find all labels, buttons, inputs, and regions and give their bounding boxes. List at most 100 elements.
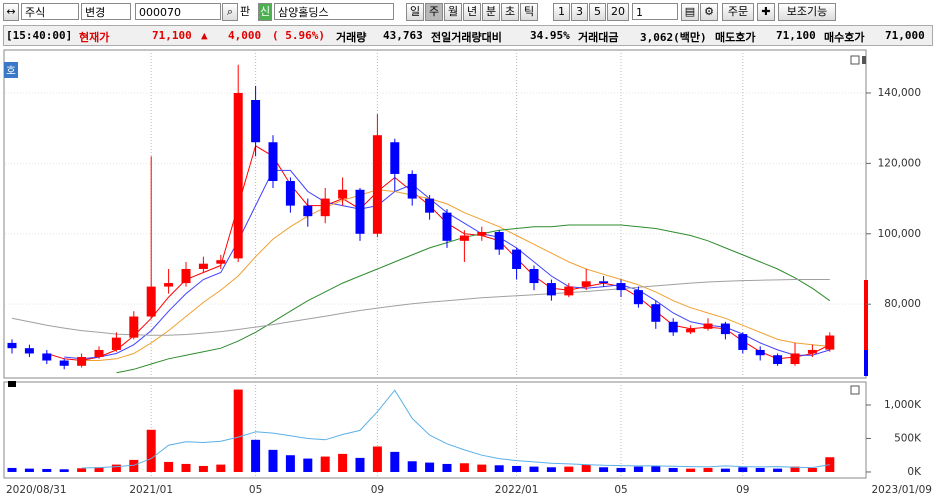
y-tick-label: 0K (907, 466, 922, 478)
volume-bar (720, 468, 730, 472)
y-tick-label: 120,000 (878, 157, 921, 169)
info-text: [15:40:00] (6, 29, 73, 42)
info-text: 71,000 (885, 29, 925, 42)
x-tick-label: 2020/08/31 (6, 484, 67, 496)
interval-button[interactable]: 1 (553, 3, 570, 21)
volume-bar (59, 469, 69, 472)
volume-bar (7, 467, 17, 472)
y-tick-label: 140,000 (878, 87, 921, 99)
volume-bar (529, 466, 539, 472)
ma-line (11, 279, 830, 336)
candle-body (338, 189, 348, 199)
info-text: 71,100 (776, 29, 816, 42)
save-button[interactable]: ▤ (681, 3, 699, 21)
candle-body (686, 328, 696, 333)
ma-line (81, 189, 830, 361)
period-button[interactable]: 초 (501, 3, 519, 21)
candle-body (129, 316, 139, 338)
panel-icon[interactable] (850, 55, 860, 65)
volume-bar (372, 446, 382, 472)
period-button[interactable]: 년 (463, 3, 481, 21)
market-select[interactable]: 주식 (21, 3, 79, 20)
volume-bar (268, 449, 278, 472)
info-text: 34.95% (530, 29, 570, 42)
period-button[interactable]: 일 (406, 3, 424, 21)
info-text: 43,763 (383, 29, 423, 42)
volume-bar (790, 466, 800, 472)
order-button[interactable]: 주문 (722, 3, 754, 21)
volume-bar (599, 467, 609, 472)
change-select[interactable]: 변경 (81, 3, 131, 20)
volume-bar (755, 467, 765, 472)
candle-body (773, 355, 783, 365)
candle-body (738, 334, 748, 350)
volume-bar (233, 389, 243, 472)
panel-icon[interactable] (8, 381, 16, 387)
volume-bar (512, 465, 522, 472)
volume-bar (494, 465, 504, 472)
name-input[interactable]: 삼양홀딩스 (274, 3, 394, 20)
y-tick-label: 500K (894, 432, 922, 444)
volume-bar (807, 467, 817, 472)
settings-button[interactable]: ⚙ (700, 3, 718, 21)
search-button[interactable]: ⌕ (222, 3, 238, 21)
volume-bar (633, 466, 643, 472)
nav-arrows[interactable]: ↔ (3, 3, 19, 21)
info-text: 71,100 (152, 29, 192, 42)
x-tick-label: 2022/01 (495, 484, 539, 496)
info-text: ▲ (201, 29, 208, 42)
side-indicator (864, 280, 868, 350)
code-input[interactable]: 000070 (135, 3, 221, 20)
candle-body (198, 263, 208, 269)
candle-body (425, 198, 435, 213)
candle-body (146, 286, 156, 317)
period-button[interactable]: 분 (482, 3, 500, 21)
info-text: 매수호가 (824, 31, 865, 44)
volume-bar (94, 467, 104, 472)
volume-bar (181, 463, 191, 472)
volume-bar (77, 468, 87, 472)
volume-bar (198, 465, 208, 472)
candle-body (164, 283, 174, 287)
volume-bar (146, 429, 156, 472)
candle-body (599, 281, 609, 284)
new-badge[interactable]: 신 (258, 3, 272, 21)
candle-body (390, 142, 400, 174)
candle-body (111, 337, 121, 350)
candle-body (320, 198, 330, 217)
count-input[interactable]: 1 (632, 3, 678, 20)
candle-body (529, 268, 539, 284)
add-button[interactable]: ✚ (757, 3, 775, 21)
y-tick-label: 100,000 (878, 228, 921, 240)
period-button[interactable]: 틱 (520, 3, 538, 21)
candle-body (477, 232, 487, 236)
candle-body (24, 348, 34, 354)
volume-bar (129, 459, 139, 472)
candle-body (459, 235, 469, 241)
info-text: 매도호가 (715, 31, 756, 44)
candle-body (755, 349, 765, 356)
chart: 호 80,000 100,000 120,000 140,000 2020/08/31 2… (3, 49, 932, 496)
interval-button[interactable]: 20 (607, 3, 629, 21)
candle-body (825, 335, 835, 350)
panel-icon[interactable] (850, 385, 860, 395)
candle-body (94, 349, 104, 357)
volume-bar (738, 467, 748, 472)
volume-bar (42, 468, 52, 472)
panel-icon[interactable] (862, 56, 866, 64)
candle-body (494, 232, 504, 250)
period-button[interactable]: 주 (425, 3, 443, 21)
volume-bar (111, 464, 121, 472)
candle-body (581, 281, 591, 287)
volume-bar (442, 463, 452, 472)
volume-bar (338, 453, 348, 472)
period-button[interactable]: 월 (444, 3, 462, 21)
aux-button[interactable]: 보조기능 (778, 3, 836, 21)
interval-button[interactable]: 3 (571, 3, 588, 21)
volume-bar (24, 468, 34, 472)
volume-bar (564, 466, 574, 472)
candle-body (303, 205, 313, 217)
volume-bar (703, 467, 713, 472)
volume-bar (668, 467, 678, 472)
interval-button[interactable]: 5 (589, 3, 606, 21)
